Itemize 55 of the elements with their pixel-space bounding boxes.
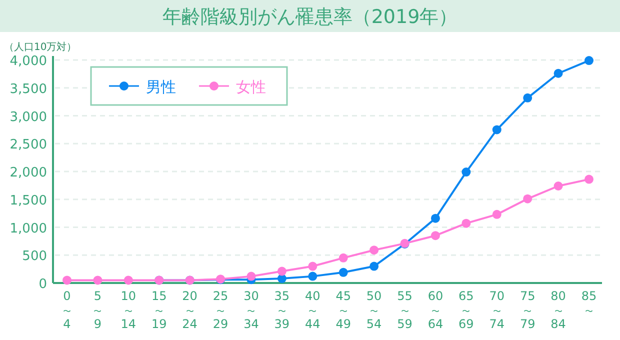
x-tick-label: 40〜44 [305, 289, 320, 331]
x-tick-label: 60〜64 [428, 289, 444, 331]
point [492, 210, 502, 219]
point [430, 231, 440, 240]
point [584, 56, 594, 66]
x-tick-label: 65〜69 [458, 289, 474, 331]
y-tick-label: 1,000 [10, 221, 47, 236]
y-tick-label: 3,000 [10, 110, 47, 125]
point [338, 268, 348, 277]
x-tick-label: 20〜24 [182, 289, 198, 331]
legend-label: 女性 [236, 78, 266, 96]
y-tick-label: 3,500 [10, 82, 47, 97]
y-tick-label: 2,000 [10, 166, 47, 180]
point [93, 276, 102, 285]
legend-label: 男性 [146, 78, 176, 96]
point [462, 168, 471, 177]
point [462, 218, 471, 228]
point [430, 214, 440, 223]
x-tick-label: 35〜39 [274, 289, 290, 331]
point [523, 194, 532, 204]
x-tick-label: 15〜19 [151, 289, 167, 331]
point [277, 274, 286, 284]
point [124, 276, 133, 285]
point [370, 262, 379, 271]
x-tick-label: 5〜9 [94, 289, 102, 331]
point [523, 93, 532, 102]
y-tick-label: 4,000 [10, 54, 47, 69]
x-tick-label: 0〜4 [63, 289, 71, 331]
y-axis-title: （人口10万対） [4, 41, 77, 53]
point [554, 68, 563, 78]
x-tick-label: 30〜34 [244, 289, 259, 331]
point [308, 272, 318, 281]
x-tick-label: 50〜54 [366, 289, 382, 331]
y-tick-label: 500 [22, 249, 47, 264]
x-tick-label: 80〜84 [550, 289, 566, 331]
x-tick-label: 10〜14 [120, 289, 136, 331]
point [370, 246, 379, 255]
point [584, 174, 594, 184]
x-tick-label: 45〜49 [336, 289, 351, 331]
point [277, 266, 286, 276]
x-tick-label: 75〜79 [520, 289, 536, 331]
y-tick-label: 0 [38, 277, 47, 292]
x-tick-label: 25〜29 [212, 289, 228, 331]
x-tick-label: 55〜59 [397, 289, 412, 331]
point [308, 262, 318, 271]
point [554, 181, 563, 190]
point [62, 276, 72, 285]
point [246, 272, 256, 281]
point [338, 253, 348, 262]
point [492, 125, 502, 134]
x-tick-label: 85〜 [581, 289, 597, 316]
y-tick-label: 1,500 [10, 193, 47, 208]
x-tick-label: 70〜74 [489, 289, 505, 331]
y-tick-label: 2,500 [10, 138, 47, 153]
chart-title: 年齢階級別がん罹患率（2019年） [162, 6, 458, 28]
